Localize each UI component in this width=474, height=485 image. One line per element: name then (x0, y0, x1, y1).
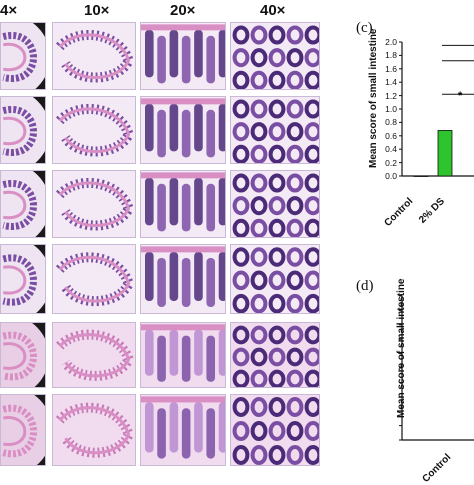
panel-c-letter: (c) (356, 20, 373, 36)
panel-c-y-tick-label: 0.6 (385, 130, 397, 141)
micrograph-tile (52, 244, 136, 314)
panel-c-y-tick-label: 2.0 (385, 37, 397, 47)
micrograph-tile (230, 170, 320, 238)
panel-c-significance-star: * (458, 90, 463, 102)
micrograph-tile (0, 394, 46, 466)
micrograph-tile (230, 96, 320, 164)
panel-c-y-tick-label: 1.6 (385, 63, 397, 74)
magnification-label-10x: 10× (84, 2, 110, 19)
panel-c-y-tick-label: 0.0 (385, 171, 397, 181)
micrograph-tile (140, 170, 226, 238)
micrograph-tile (230, 22, 320, 90)
micrograph-tile (0, 96, 46, 164)
micrograph-tile (52, 96, 136, 164)
panel-c-y-tick-label: 0.8 (385, 117, 397, 128)
micrograph-tile (230, 244, 320, 314)
micrograph-tile (140, 394, 226, 466)
panel-c-y-tick-label: 1.0 (385, 104, 397, 114)
micrograph-tile (52, 322, 136, 388)
panel-c-bar (437, 130, 453, 177)
micrograph-tile (0, 170, 46, 238)
micrograph-tile (0, 22, 46, 90)
micrograph-tile (140, 22, 226, 90)
panel-c-y-tick-label: 0.2 (385, 157, 397, 168)
magnification-label-20x: 20× (170, 2, 196, 19)
panel-c-y-tick-label: 1.2 (385, 90, 397, 101)
micrograph-tile (140, 322, 226, 388)
micrograph-tile (140, 96, 226, 164)
micrograph-tile (0, 244, 46, 314)
micrograph-tile (230, 394, 320, 466)
panel-d-letter: (d) (356, 278, 374, 294)
panel-c-bar (413, 175, 429, 177)
panel-c-y-tick-label: 0.4 (385, 144, 397, 155)
micrograph-tile (52, 170, 136, 238)
panel-c-bar-chart (399, 41, 474, 177)
panel-c-y-tick-label: 1.4 (385, 77, 397, 88)
micrograph-tile (52, 22, 136, 90)
micrograph-tile (52, 394, 136, 466)
panel-c-y-tick-label: 1.8 (385, 50, 397, 61)
magnification-label-4x: 4× (0, 2, 18, 19)
micrograph-tile (230, 322, 320, 388)
panel-d-bar-chart (399, 295, 474, 441)
micrograph-tile (140, 244, 226, 314)
micrograph-tile (0, 322, 46, 388)
magnification-label-40x: 40× (260, 2, 286, 19)
